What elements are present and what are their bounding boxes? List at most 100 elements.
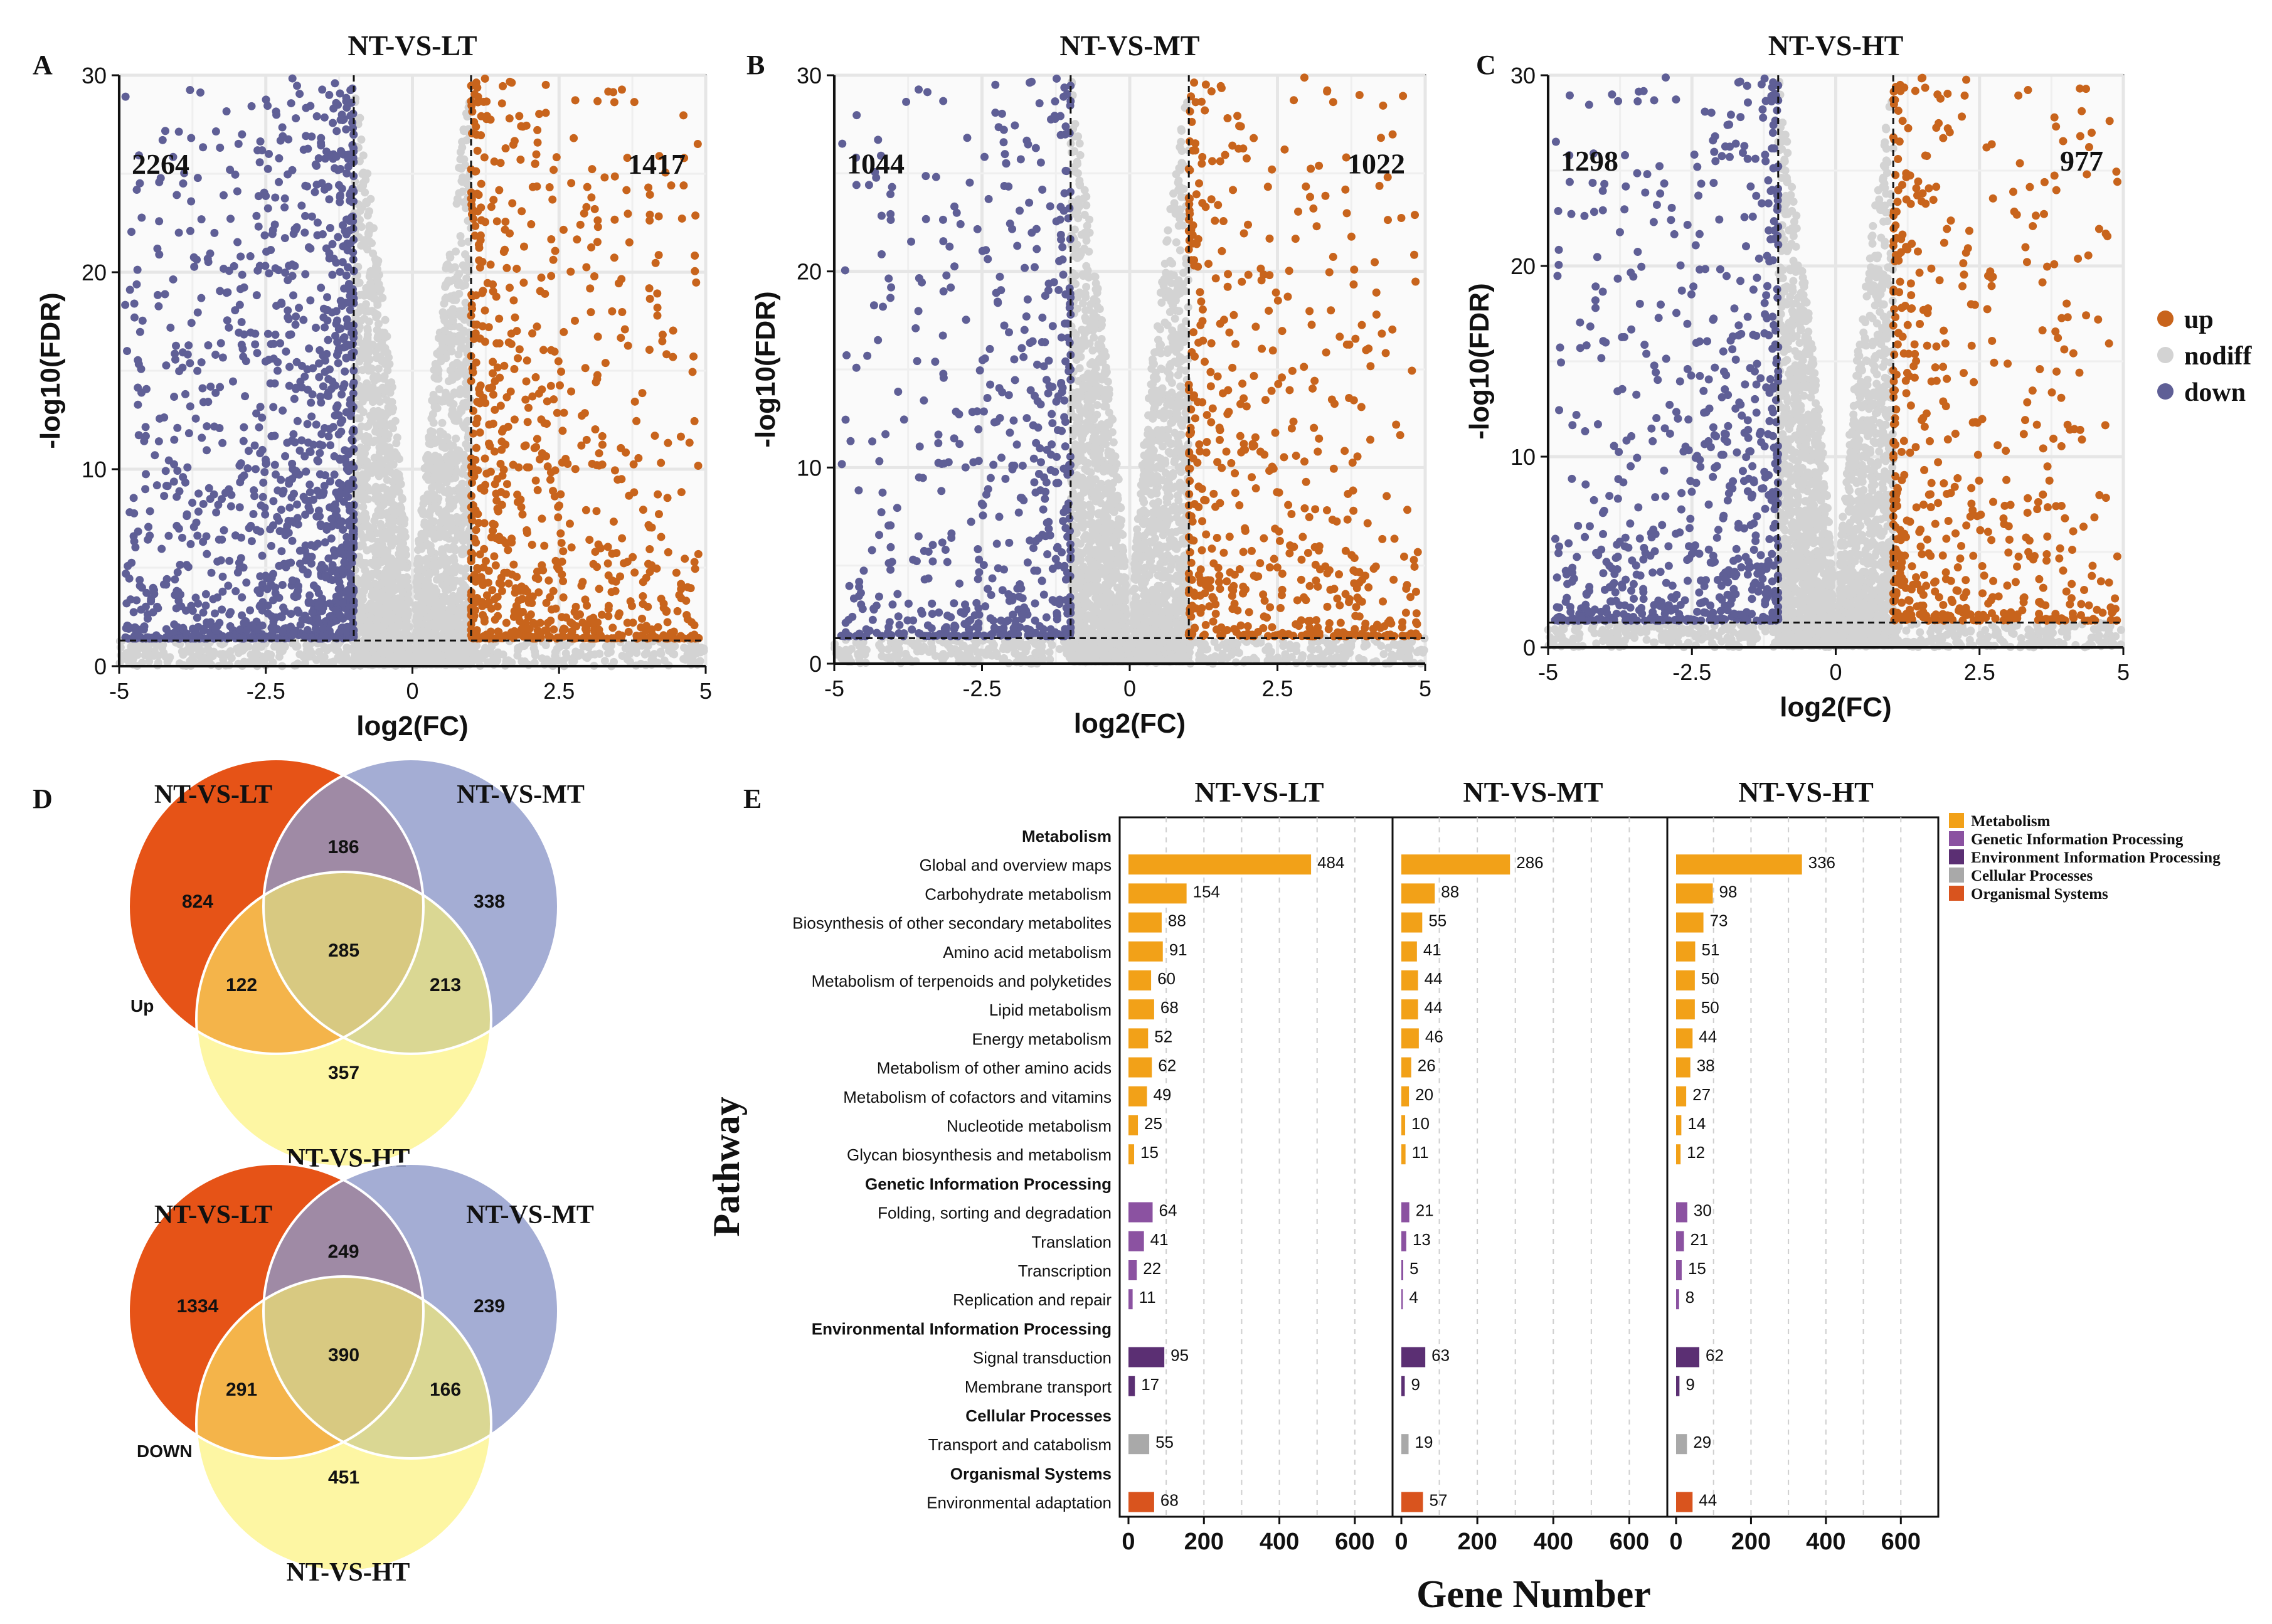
point-nodiff xyxy=(353,657,361,666)
point-down xyxy=(183,510,191,519)
point-nodiff xyxy=(602,642,610,650)
point-up xyxy=(601,359,610,368)
point-down xyxy=(277,506,285,514)
point-down xyxy=(301,496,310,504)
point-nodiff xyxy=(431,588,440,597)
point-down xyxy=(326,224,334,233)
point-nodiff xyxy=(600,657,609,666)
point-nodiff xyxy=(365,284,374,292)
point-down xyxy=(268,630,277,639)
point-down xyxy=(256,137,265,146)
point-nodiff xyxy=(179,650,188,659)
point-up xyxy=(559,225,568,234)
point-nodiff xyxy=(435,508,443,517)
point-down xyxy=(162,575,171,583)
point-nodiff xyxy=(438,308,447,317)
point-up xyxy=(471,455,480,464)
point-nodiff xyxy=(442,354,450,363)
point-down xyxy=(297,201,306,210)
point-down xyxy=(206,382,215,391)
point-nodiff xyxy=(378,558,386,566)
point-down xyxy=(281,452,290,460)
point-down xyxy=(330,452,339,460)
point-up xyxy=(471,221,480,230)
point-up xyxy=(499,82,507,90)
point-down xyxy=(306,448,315,457)
point-up xyxy=(685,438,694,447)
point-down xyxy=(173,586,181,595)
point-nodiff xyxy=(359,493,368,502)
point-nodiff xyxy=(449,295,458,304)
point-nodiff xyxy=(458,188,467,196)
point-nodiff xyxy=(244,642,253,651)
point-down xyxy=(143,614,152,623)
point-down xyxy=(271,331,280,339)
point-nodiff xyxy=(378,541,386,549)
point-up xyxy=(518,595,527,603)
point-down xyxy=(255,423,263,432)
point-nodiff xyxy=(385,533,393,541)
point-nodiff xyxy=(429,418,438,427)
point-nodiff xyxy=(374,549,383,558)
point-down xyxy=(263,585,272,593)
point-down xyxy=(327,534,336,543)
point-down xyxy=(332,127,341,135)
point-down xyxy=(267,340,275,349)
point-down xyxy=(184,341,193,350)
point-up xyxy=(679,181,688,190)
point-down xyxy=(299,565,307,574)
point-down xyxy=(161,467,170,475)
point-down xyxy=(289,489,298,498)
point-down xyxy=(340,380,349,389)
point-nodiff xyxy=(363,331,372,339)
point-nodiff xyxy=(664,646,673,655)
point-up xyxy=(692,278,701,287)
point-down xyxy=(316,440,324,449)
point-down xyxy=(130,509,139,517)
point-down xyxy=(336,198,344,206)
point-down xyxy=(258,445,267,454)
point-down xyxy=(242,578,251,587)
point-down xyxy=(262,574,271,583)
point-nodiff xyxy=(518,657,526,666)
point-up xyxy=(608,307,617,316)
point-up xyxy=(468,107,477,116)
point-up xyxy=(578,411,587,420)
point-nodiff xyxy=(144,645,152,654)
point-nodiff xyxy=(206,652,215,661)
point-up xyxy=(538,385,546,394)
point-down xyxy=(280,194,289,203)
point-down xyxy=(226,622,235,630)
point-nodiff xyxy=(399,575,408,583)
point-up xyxy=(559,547,568,556)
point-down xyxy=(305,344,314,353)
point-nodiff xyxy=(640,650,649,659)
point-nodiff xyxy=(359,181,368,189)
point-down xyxy=(212,508,221,517)
point-nodiff xyxy=(403,610,412,618)
point-down xyxy=(138,316,147,325)
point-down xyxy=(280,527,289,536)
point-nodiff xyxy=(359,408,368,417)
point-nodiff xyxy=(559,656,568,665)
point-down xyxy=(130,299,139,308)
point-nodiff xyxy=(632,649,641,657)
point-up xyxy=(598,432,607,440)
point-down xyxy=(325,599,334,608)
point-down xyxy=(134,400,142,409)
point-up xyxy=(502,263,511,272)
point-nodiff xyxy=(376,466,385,475)
point-nodiff xyxy=(384,430,393,439)
point-up xyxy=(557,368,566,376)
point-nodiff xyxy=(425,511,434,519)
point-down xyxy=(266,525,275,534)
point-down xyxy=(292,385,300,393)
point-down xyxy=(255,158,264,167)
point-down xyxy=(233,238,242,247)
point-up xyxy=(482,469,491,478)
point-up xyxy=(488,369,497,378)
point-down xyxy=(236,285,245,294)
point-down xyxy=(210,422,219,431)
point-down xyxy=(274,266,283,275)
point-nodiff xyxy=(462,390,470,399)
